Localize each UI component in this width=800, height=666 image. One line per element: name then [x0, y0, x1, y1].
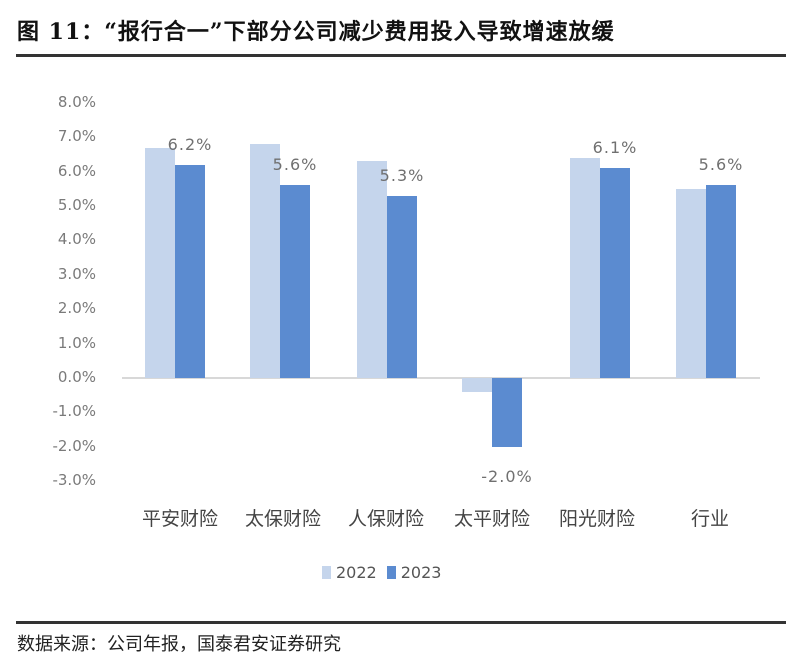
data-label: 5.6% — [272, 155, 318, 175]
y-tick-label: 6.0% — [57, 161, 96, 180]
y-tick-label: -2.0% — [52, 436, 96, 455]
bar-2023 — [600, 168, 630, 378]
y-tick-label: 2.0% — [57, 299, 96, 318]
data-label: 6.1% — [592, 138, 638, 158]
figure-title: 图 11：“报行合一”下部分公司减少费用投入导致增速放缓 — [17, 19, 615, 45]
bar-2023 — [280, 185, 310, 378]
legend-label: 2023 — [400, 563, 442, 582]
data-label: 6.2% — [167, 134, 213, 154]
legend-swatch — [322, 566, 331, 579]
y-tick-label: 5.0% — [57, 196, 96, 214]
x-category-label: 太平财险 — [453, 508, 530, 530]
x-category-label: 太保财险 — [244, 508, 321, 530]
x-category-label: 阳光财险 — [558, 508, 635, 530]
data-label: 5.6% — [698, 155, 744, 175]
x-category-label: 人保财险 — [347, 508, 424, 530]
y-tick-label: 7.0% — [57, 127, 96, 146]
bar-2022 — [145, 147, 175, 378]
y-tick-label: 3.0% — [57, 264, 96, 283]
y-tick-label: -1.0% — [52, 402, 96, 421]
bar-2022 — [570, 157, 600, 378]
bar-2022 — [250, 144, 280, 378]
bar-2023 — [175, 164, 205, 378]
x-category-label: 平安财险 — [141, 508, 218, 530]
bar-2023 — [706, 185, 736, 378]
data-label: -2.0% — [481, 466, 533, 486]
bar-2023 — [492, 378, 522, 447]
bar-2022 — [462, 378, 492, 392]
legend-label: 2022 — [336, 563, 377, 582]
legend-item-2023: 2023 — [386, 563, 442, 582]
title-divider — [16, 54, 786, 57]
y-tick-label: 1.0% — [57, 333, 96, 352]
bar-2022 — [357, 161, 387, 378]
data-label: 5.3% — [379, 165, 425, 185]
y-tick-label: -3.0% — [52, 471, 96, 490]
legend: 2022 2023 — [322, 563, 451, 582]
bar-2023 — [387, 195, 417, 378]
legend-item-2022: 2022 — [322, 563, 377, 582]
bar-chart: 8.0% 7.0% 6.0% 5.0% 4.0% 3.0% 2.0% 1.0% 0.0% -1.0… — [52, 92, 760, 530]
y-tick-label: 0.0% — [57, 368, 96, 386]
y-tick-label: 4.0% — [57, 230, 96, 249]
legend-swatch — [386, 566, 396, 579]
source-divider — [16, 621, 786, 624]
x-axis-line — [122, 377, 760, 379]
y-tick-label: 8.0% — [57, 92, 96, 111]
data-source-note: 数据来源：公司年报，国泰君安证券研究 — [17, 634, 341, 655]
x-category-label: 行业 — [690, 508, 729, 530]
bar-2022 — [676, 188, 706, 378]
